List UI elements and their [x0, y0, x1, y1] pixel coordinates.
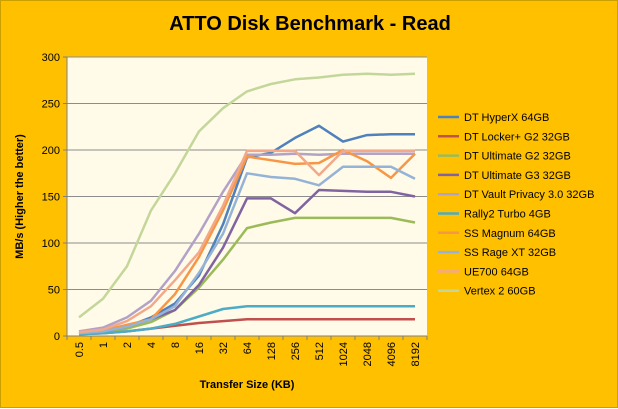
- x-tick-label: 4096: [386, 342, 398, 366]
- legend-entry: Vertex 2 60GB: [464, 286, 536, 298]
- x-tick-label: 2048: [362, 342, 374, 366]
- y-tick-label: 50: [48, 285, 60, 297]
- x-tick-label: 8: [170, 342, 182, 348]
- x-tick-label: 1: [98, 342, 110, 348]
- x-tick-label: 32: [218, 342, 230, 354]
- series-line: [78, 152, 415, 333]
- x-tick-label: 256: [290, 342, 302, 360]
- y-tick-label: 300: [42, 52, 60, 64]
- legend-entry: DT HyperX 64GB: [464, 112, 549, 124]
- series-line: [78, 216, 416, 336]
- legend-entry: DT Vault Privacy 3.0 32GB: [464, 189, 594, 201]
- series-line: [78, 304, 415, 336]
- x-tick-label: 1024: [338, 342, 350, 366]
- x-tick-label: 2: [122, 342, 134, 348]
- legend-entry: DT Ultimate G2 32GB: [464, 151, 571, 163]
- legend-entry: DT Locker+ G2 32GB: [464, 131, 570, 143]
- series-line: [78, 72, 416, 319]
- x-tick-label: 16: [194, 342, 206, 354]
- legend-entry: SS Magnum 64GB: [464, 228, 556, 240]
- y-axis-label: MB/s (Higher the better): [14, 134, 26, 259]
- x-tick-label: 64: [242, 342, 254, 354]
- y-tick-label: 200: [42, 145, 60, 157]
- y-tick-label: 150: [42, 192, 60, 204]
- x-tick-label: 4: [146, 342, 158, 348]
- legend-entry: SS Rage XT 32GB: [464, 247, 556, 259]
- series-line: [78, 165, 416, 335]
- legend-entry: Rally2 Turbo 4GB: [464, 209, 551, 221]
- legend-entry: UE700 64GB: [464, 266, 529, 278]
- y-tick-label: 100: [42, 238, 60, 250]
- series-line: [78, 149, 415, 334]
- x-tick-label: 512: [314, 342, 326, 360]
- chart-title: ATTO Disk Benchmark - Read: [169, 13, 451, 35]
- y-tick-label: 250: [42, 99, 60, 111]
- y-tick-label: 0: [54, 331, 60, 343]
- x-axis-label: Transfer Size (KB): [200, 379, 295, 391]
- x-tick-label: 128: [266, 342, 278, 360]
- legend-entry: DT Ultimate G3 32GB: [464, 170, 571, 182]
- x-tick-label: 8192: [410, 342, 422, 366]
- x-tick-label: 0.5: [74, 342, 86, 357]
